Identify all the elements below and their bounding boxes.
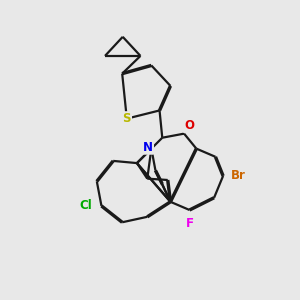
Text: F: F: [185, 217, 194, 230]
Text: O: O: [184, 119, 194, 132]
Text: Cl: Cl: [79, 200, 92, 212]
Text: S: S: [123, 112, 131, 125]
Text: Br: Br: [231, 169, 245, 182]
Text: N: N: [143, 141, 153, 154]
